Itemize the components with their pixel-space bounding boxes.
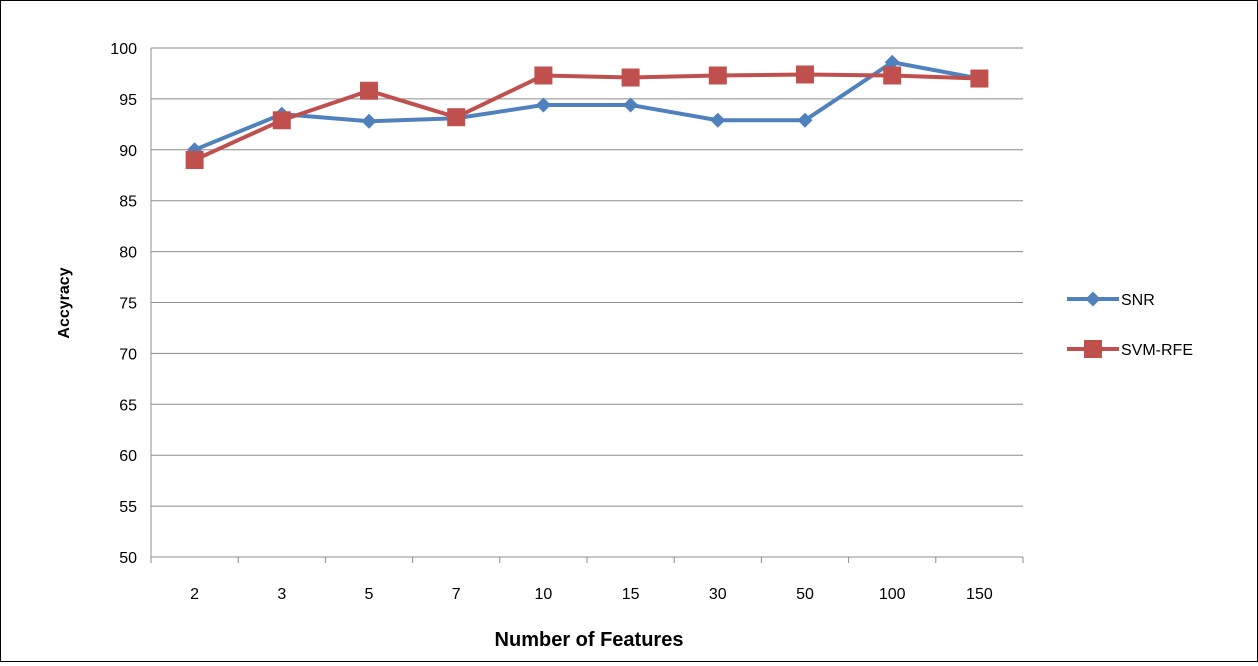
y-tick-label-55: 55 [119,499,137,516]
data-point-svm-rfe-15 [621,68,640,87]
x-tick-label-100: 100 [879,586,906,603]
data-point-svm-rfe-10 [534,66,553,85]
y-tick-label-60: 60 [119,448,137,465]
series-line-svm-rfe [193,72,980,162]
y-tick-label-70: 70 [119,346,137,363]
data-point-svm-rfe-150 [970,69,989,88]
data-point-snr-100 [884,54,900,70]
x-tick-label-30: 30 [709,586,727,603]
y-tick-label-100: 100 [110,41,137,58]
legend-marker-svm-rfe [1084,340,1102,358]
data-point-svm-rfe-30 [708,66,727,85]
legend-label-svm-rfe: SVM-RFE [1121,342,1193,359]
data-point-svm-rfe-7 [447,108,466,127]
x-tick-label-5: 5 [365,586,374,603]
y-tick-label-50: 50 [119,550,137,567]
y-tick-label-85: 85 [119,194,137,211]
legend-marker-snr [1085,291,1101,307]
x-tick-label-3: 3 [277,586,286,603]
data-point-snr-15 [623,97,639,113]
y-tick-label-90: 90 [119,143,137,160]
y-tick-label-80: 80 [119,245,137,262]
data-point-snr-30 [710,112,726,128]
x-tick-label-7: 7 [452,586,461,603]
series-line-snr [193,60,980,152]
data-point-svm-rfe-3 [272,111,291,130]
data-point-snr-10 [535,97,551,113]
legend-label-snr: SNR [1121,292,1155,309]
x-tick-label-15: 15 [622,586,640,603]
data-point-svm-rfe-100 [883,66,902,85]
x-tick-label-150: 150 [966,586,993,603]
y-tick-label-65: 65 [119,397,137,414]
data-point-snr-50 [797,112,813,128]
y-tick-label-95: 95 [119,92,137,109]
data-point-svm-rfe-50 [796,65,814,84]
x-tick-label-50: 50 [796,586,814,603]
data-point-snr-5 [361,113,377,129]
data-point-svm-rfe-2 [185,150,204,169]
data-point-svm-rfe-5 [360,81,378,100]
y-tick-label-75: 75 [119,296,137,313]
x-tick-label-10: 10 [535,586,553,603]
x-axis-title: Number of Features [495,629,684,651]
y-axis-title: Accyracy [56,267,73,338]
x-tick-label-2: 2 [190,586,199,603]
